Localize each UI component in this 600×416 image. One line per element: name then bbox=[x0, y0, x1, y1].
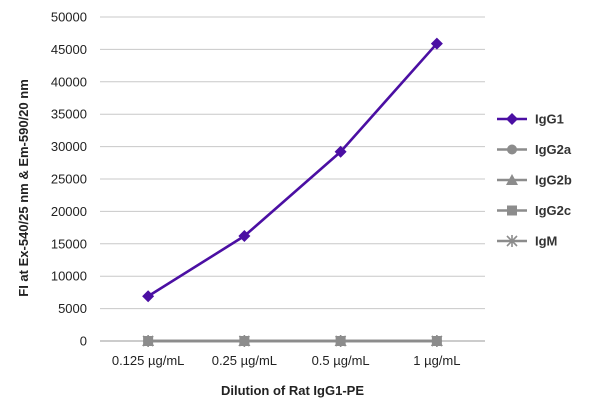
data-point bbox=[142, 290, 155, 303]
y-tick-label: 15000 bbox=[51, 236, 87, 251]
y-tick-label: 40000 bbox=[51, 74, 87, 89]
series-line bbox=[147, 42, 438, 298]
legend-item-IgG2a: IgG2a bbox=[497, 142, 572, 157]
legend-marker bbox=[507, 144, 517, 155]
y-tick-label: 5000 bbox=[58, 301, 87, 316]
grid-lines bbox=[100, 16, 485, 310]
y-tick-label: 20000 bbox=[51, 204, 87, 219]
data-point bbox=[334, 145, 347, 158]
legend-label: IgG2c bbox=[535, 203, 571, 218]
legend-label: IgG2b bbox=[535, 173, 572, 188]
y-tick-label: 25000 bbox=[51, 172, 87, 187]
y-tick-label: 50000 bbox=[51, 10, 87, 25]
x-tick-label: 0.25 µg/mL bbox=[212, 353, 277, 368]
data-point bbox=[238, 230, 251, 243]
legend-marker bbox=[506, 174, 518, 185]
y-tick-label: 30000 bbox=[51, 139, 87, 154]
y-tick-label: 0 bbox=[80, 334, 87, 349]
y-axis-title: FI at Ex-540/25 nm & Em-590/20 nm bbox=[16, 79, 31, 296]
x-axis-title: Dilution of Rat IgG1-PE bbox=[221, 383, 364, 398]
data-point bbox=[143, 336, 154, 346]
legend-marker bbox=[506, 235, 518, 247]
x-tick-label: 0.125 µg/mL bbox=[112, 353, 185, 368]
y-tick-label: 35000 bbox=[51, 107, 87, 122]
legend-marker bbox=[506, 113, 518, 125]
legend-label: IgM bbox=[535, 234, 557, 249]
data-point bbox=[431, 336, 442, 346]
y-tick-label: 45000 bbox=[51, 42, 87, 57]
legend: IgG1 IgG2a IgG2b IgG2c IgM bbox=[497, 112, 572, 249]
data-point bbox=[239, 336, 250, 346]
legend-label: IgG2a bbox=[535, 142, 572, 157]
data-point bbox=[430, 37, 443, 50]
series-IgG2a bbox=[143, 336, 442, 346]
x-tick-label: 1 µg/mL bbox=[413, 353, 460, 368]
x-axis-ticks: 0.125 µg/mL 0.25 µg/mL 0.5 µg/mL 1 µg/mL bbox=[112, 353, 461, 368]
legend-label: IgG1 bbox=[535, 112, 564, 127]
y-tick-label: 10000 bbox=[51, 269, 87, 284]
y-axis-ticks: 0 5000 10000 15000 20000 25000 30000 35000 40000… bbox=[51, 10, 87, 349]
legend-item-IgG2c: IgG2c bbox=[497, 203, 571, 218]
legend-item-IgG1: IgG1 bbox=[497, 112, 564, 127]
legend-item-IgG2b: IgG2b bbox=[497, 173, 572, 188]
legend-marker bbox=[507, 205, 517, 216]
data-point bbox=[335, 336, 346, 346]
series-layer bbox=[142, 37, 443, 347]
legend-item-IgM: IgM bbox=[497, 234, 557, 249]
x-tick-label: 0.5 µg/mL bbox=[312, 353, 370, 368]
series-IgG1 bbox=[142, 37, 443, 303]
